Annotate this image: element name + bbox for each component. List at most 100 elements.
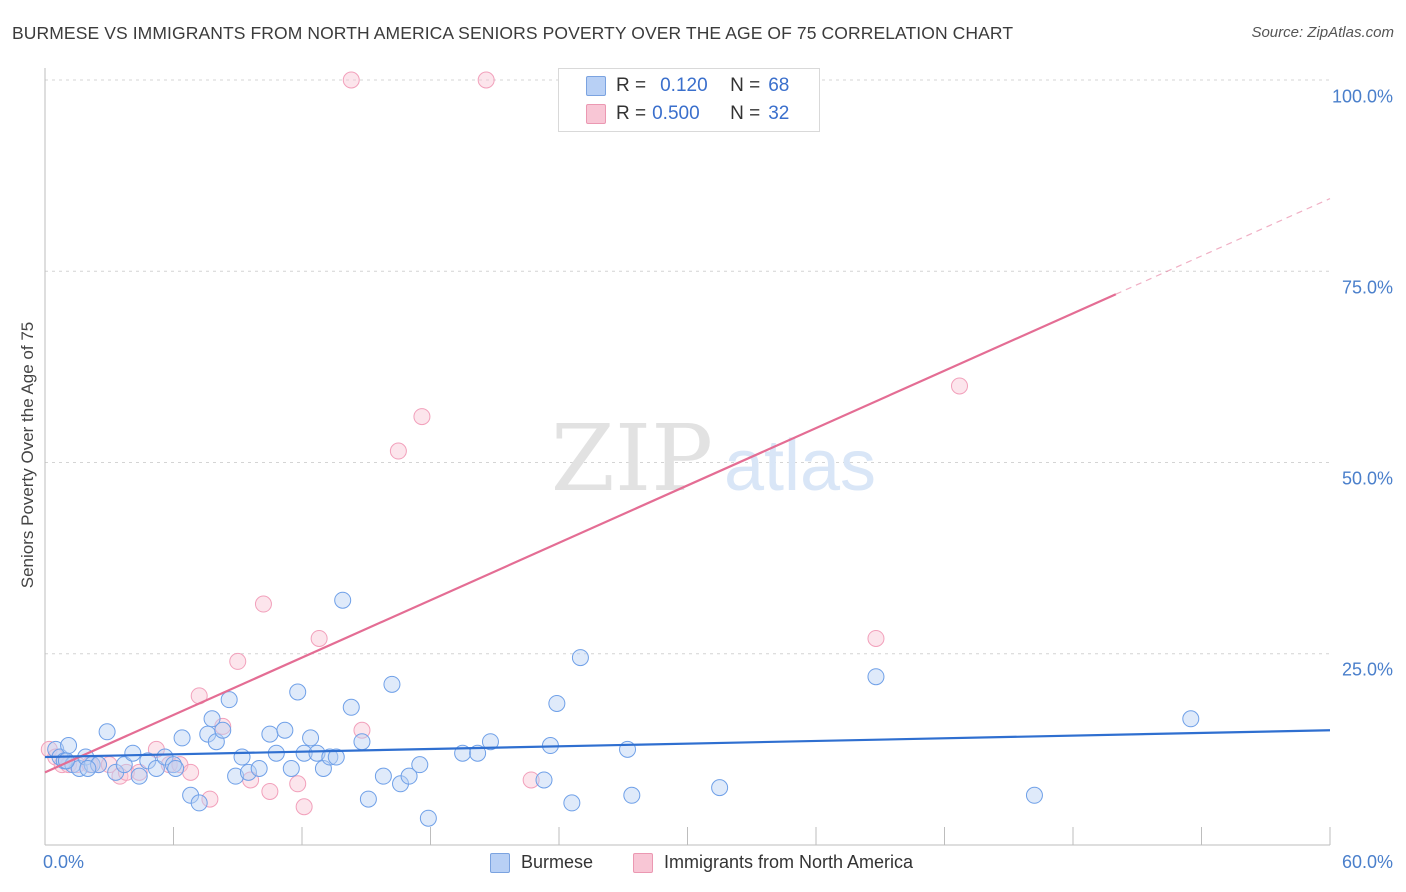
data-point-burmese xyxy=(250,760,268,777)
data-point-burmese xyxy=(400,767,418,785)
data-point-burmese xyxy=(282,760,300,777)
data-point-burmese xyxy=(374,767,392,785)
r-label: R = xyxy=(616,75,647,96)
data-point-burmese xyxy=(79,760,97,777)
data-point-burmese xyxy=(342,698,360,716)
data-point-burmese xyxy=(548,694,566,712)
data-point-burmese xyxy=(227,767,245,785)
data-point-burmese xyxy=(411,756,429,774)
data-point-burmese xyxy=(308,744,326,762)
legend-swatch-immigrants xyxy=(633,852,653,873)
data-point-burmese xyxy=(867,668,885,686)
data-point-immigrants xyxy=(413,408,431,426)
data-point-immigrants xyxy=(342,71,360,89)
source-label: Source: ZipAtlas.com xyxy=(1251,24,1394,41)
data-point-burmese xyxy=(115,756,133,774)
data-point-immigrants xyxy=(254,595,272,613)
r-value: 0.500 xyxy=(652,103,700,124)
legend-item-immigrants[interactable]: Immigrants from North America xyxy=(633,852,913,873)
data-point-burmese xyxy=(173,729,191,747)
data-point-burmese xyxy=(563,794,581,812)
data-point-burmese xyxy=(261,725,279,743)
stats-row-burmese: R = 0.120 N = 68 xyxy=(559,73,789,99)
axes xyxy=(44,68,1331,846)
y-tick-75: 75.0% xyxy=(1341,277,1393,298)
immigrants-swatch xyxy=(586,104,606,124)
data-point-burmese xyxy=(327,748,345,766)
data-point-immigrants xyxy=(522,771,540,789)
data-point-burmese xyxy=(239,763,257,781)
data-point-immigrants xyxy=(182,763,200,781)
data-point-burmese xyxy=(167,760,185,777)
data-point-burmese xyxy=(98,723,116,741)
data-point-burmese xyxy=(130,767,148,785)
data-point-immigrants xyxy=(310,629,328,647)
trend-line-immigrants xyxy=(44,293,1117,774)
data-point-burmese xyxy=(535,771,553,789)
burmese-swatch xyxy=(586,76,606,96)
trend-line-immigrants-extension xyxy=(1115,198,1331,295)
x-tick-max: 60.0% xyxy=(1341,852,1393,872)
r-value: 0.120 xyxy=(660,75,708,96)
data-point-burmese xyxy=(233,748,251,766)
data-point-burmese xyxy=(359,790,377,808)
n-value: 32 xyxy=(768,103,790,124)
data-point-burmese xyxy=(302,729,320,747)
data-point-burmese xyxy=(711,779,729,797)
data-point-burmese xyxy=(469,744,487,762)
data-point-immigrants xyxy=(261,782,279,800)
data-point-immigrants xyxy=(950,377,968,395)
data-point-burmese xyxy=(481,733,499,751)
y-axis-label: Seniors Poverty Over the Age of 75 xyxy=(18,321,37,589)
legend: Burmese Immigrants from North America xyxy=(0,852,1406,878)
data-point-burmese xyxy=(1182,710,1200,728)
data-point-burmese xyxy=(623,786,641,804)
data-point-burmese xyxy=(419,809,437,827)
y-tick-100: 100.0% xyxy=(1331,86,1393,107)
data-point-immigrants xyxy=(289,775,307,793)
trend-line-burmese xyxy=(44,729,1331,759)
r-label: R = xyxy=(616,103,647,124)
data-point-burmese xyxy=(190,794,208,812)
data-point-burmese xyxy=(334,591,352,609)
x-tick-min: 0.0% xyxy=(43,852,85,872)
data-point-immigrants xyxy=(295,798,313,816)
data-point-burmese xyxy=(124,744,142,762)
data-point-burmese xyxy=(383,675,401,693)
trend-lines xyxy=(44,198,1331,774)
data-point-immigrants xyxy=(867,629,885,647)
legend-swatch-burmese xyxy=(490,852,510,873)
data-point-burmese xyxy=(571,649,589,667)
data-point-burmese xyxy=(203,710,221,728)
legend-label-burmese: Burmese xyxy=(521,852,594,872)
y-tick-25: 25.0% xyxy=(1341,659,1393,680)
y-tick-50: 50.0% xyxy=(1341,468,1393,489)
data-point-burmese xyxy=(353,733,371,751)
chart-title: BURMESE VS IMMIGRANTS FROM NORTH AMERICA… xyxy=(12,23,1014,43)
legend-item-burmese[interactable]: Burmese xyxy=(490,852,593,873)
data-point-immigrants xyxy=(229,652,247,670)
data-point-burmese xyxy=(321,748,339,766)
gridlines xyxy=(45,79,1330,655)
watermark-zip: ZIP xyxy=(551,405,713,512)
n-label: N = xyxy=(730,75,761,96)
n-label: N = xyxy=(730,103,761,124)
data-point-burmese xyxy=(295,744,313,762)
data-point-burmese xyxy=(60,737,78,755)
watermark-atlas: atlas xyxy=(724,426,876,506)
data-point-immigrants xyxy=(477,71,495,89)
series-burmese-points xyxy=(47,591,1200,827)
stats-row-immigrants: R = 0.500 N = 32 xyxy=(559,101,789,127)
legend-label-immigrants: Immigrants from North America xyxy=(664,852,914,872)
data-point-immigrants xyxy=(201,790,219,808)
data-point-burmese xyxy=(147,760,165,777)
data-point-immigrants xyxy=(130,763,148,781)
data-point-burmese xyxy=(1025,786,1043,804)
data-point-burmese xyxy=(220,691,238,709)
data-point-burmese xyxy=(276,721,294,739)
data-point-immigrants xyxy=(389,442,407,460)
data-point-burmese xyxy=(214,721,232,739)
data-point-burmese xyxy=(289,683,307,701)
n-value: 68 xyxy=(768,75,790,96)
